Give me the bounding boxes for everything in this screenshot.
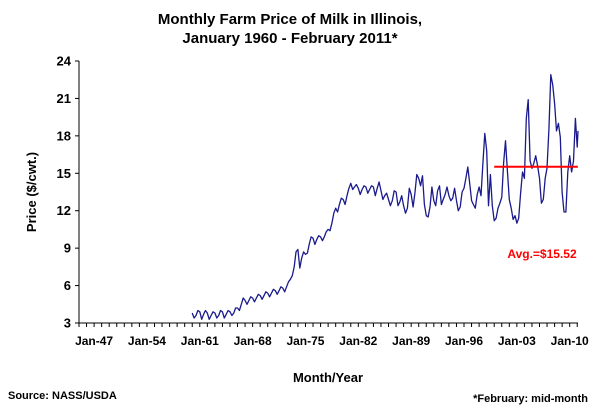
y-axis: 3 6 9 12 15 18 21 24 (57, 54, 79, 331)
y-tick-label: 3 (64, 316, 71, 331)
x-tick-label: Jan-10 (551, 334, 589, 348)
y-tick-label: 9 (64, 241, 71, 256)
y-tick-label: 21 (57, 91, 71, 106)
y-tick-label: 12 (57, 203, 71, 218)
chart-title-line-2: January 1960 - February 2011* (182, 30, 397, 47)
x-tick-label: Jan-47 (75, 334, 113, 348)
y-axis-label: Price ($/cwt.) (24, 152, 39, 232)
chart-title-line-1: Monthly Farm Price of Milk in Illinois, (158, 11, 422, 28)
x-tick-label: Jan-61 (181, 334, 219, 348)
y-tick-label: 18 (57, 128, 71, 143)
x-tick-label: Jan-89 (392, 334, 430, 348)
x-tick-label: Jan-68 (234, 334, 272, 348)
x-tick-label: Jan-82 (339, 334, 377, 348)
average-label: Avg.=$15.52 (507, 247, 577, 261)
price-series-line (191, 74, 579, 320)
source-note: Source: NASS/USDA (8, 390, 117, 402)
x-tick-label: Jan-96 (445, 334, 483, 348)
x-tick-label: Jan-75 (286, 334, 324, 348)
x-axis-label: Month/Year (293, 370, 363, 385)
y-tick-label: 15 (57, 166, 71, 181)
x-axis: Jan-47 Jan-54 Jan-61 Jan-68 Jan-75 Jan-82 Jan-… (75, 323, 589, 348)
y-tick-label: 6 (64, 278, 71, 293)
x-tick-label: Jan-54 (128, 334, 166, 348)
y-tick-label: 24 (57, 54, 72, 69)
footnote: *February: mid-month (473, 393, 588, 405)
x-tick-label: Jan-03 (498, 334, 536, 348)
